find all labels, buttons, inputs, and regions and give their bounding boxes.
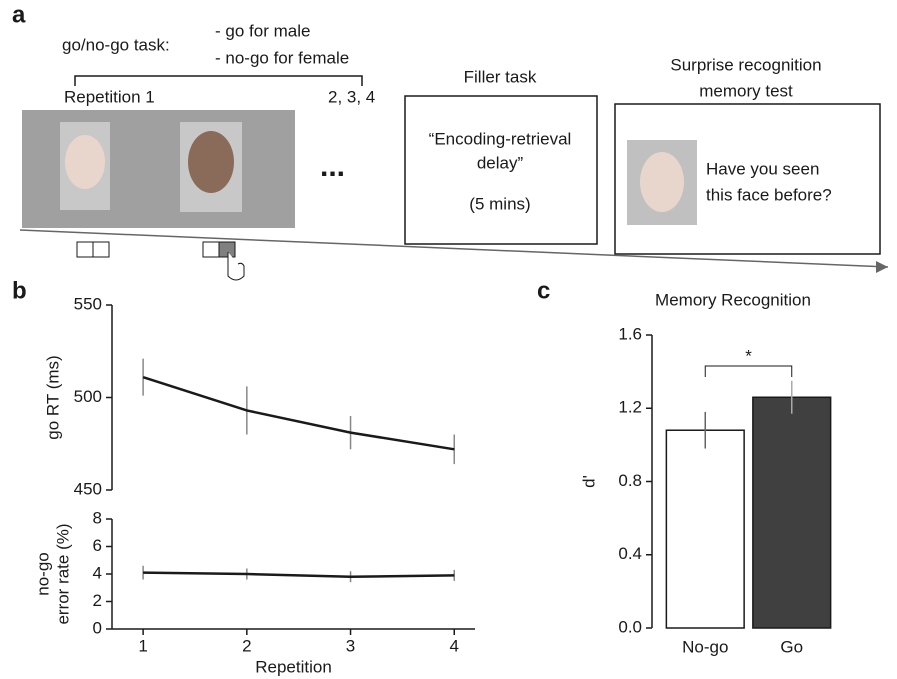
hand-icon bbox=[228, 252, 244, 280]
test-question: Have you seen bbox=[706, 159, 819, 178]
test-title: memory test bbox=[699, 81, 793, 100]
y-axis-label: error rate (%) bbox=[53, 523, 72, 624]
x-tick-label: No-go bbox=[682, 637, 728, 656]
ellipsis: ... bbox=[320, 150, 345, 183]
y-tick-label: 550 bbox=[74, 294, 102, 313]
repetition-label: Repetition 1 bbox=[64, 87, 155, 106]
y-tick-label: 2 bbox=[93, 591, 102, 610]
y-axis-label: d' bbox=[579, 475, 598, 488]
panel-label: c bbox=[537, 277, 550, 304]
bar bbox=[666, 430, 744, 628]
button bbox=[93, 242, 109, 257]
task-label: go/no-go task: bbox=[62, 35, 170, 54]
face bbox=[640, 152, 684, 212]
timeline-arrow bbox=[876, 261, 888, 273]
x-tick-label: 2 bbox=[242, 636, 251, 655]
button bbox=[219, 242, 235, 257]
task-rule: - go for male bbox=[215, 21, 310, 40]
y-tick-label: 6 bbox=[93, 536, 102, 555]
repetition-label: 2, 3, 4 bbox=[328, 87, 375, 106]
panel-label: a bbox=[12, 1, 26, 28]
panel-label: b bbox=[12, 277, 27, 304]
filler-title: Filler task bbox=[464, 67, 537, 86]
task-rule: - no-go for female bbox=[215, 48, 349, 67]
y-tick-label: 0 bbox=[93, 618, 102, 637]
y-axis-label: go RT (ms) bbox=[43, 355, 62, 439]
x-tick-label: 3 bbox=[346, 636, 355, 655]
y-tick-label: 0.8 bbox=[618, 471, 642, 490]
y-axis-label: no-go bbox=[33, 552, 52, 595]
page: a b c go/no-go task: - go for male - no-… bbox=[0, 0, 897, 679]
bar bbox=[753, 397, 831, 628]
y-tick-label: 0.0 bbox=[618, 617, 642, 636]
chart-title: Memory Recognition bbox=[655, 290, 811, 309]
button bbox=[203, 242, 219, 257]
y-tick-label: 500 bbox=[74, 387, 102, 406]
test-question: this face before? bbox=[706, 185, 832, 204]
x-tick-label: 4 bbox=[450, 636, 459, 655]
y-tick-label: 1.6 bbox=[618, 324, 642, 343]
test-title: Surprise recognition bbox=[670, 55, 821, 74]
y-tick-label: 450 bbox=[74, 479, 102, 498]
line bbox=[143, 573, 454, 577]
y-tick-label: 0.4 bbox=[618, 544, 642, 563]
significance-bracket bbox=[705, 366, 792, 377]
y-tick-label: 1.2 bbox=[618, 398, 642, 417]
figure: a b c go/no-go task: - go for male - no-… bbox=[0, 0, 897, 679]
y-tick-label: 4 bbox=[93, 563, 102, 582]
filler-text: delay” bbox=[477, 153, 524, 172]
x-tick-label: 1 bbox=[138, 636, 147, 655]
significance: * bbox=[745, 346, 752, 365]
y-tick-label: 8 bbox=[93, 508, 102, 527]
line bbox=[143, 377, 454, 449]
button bbox=[77, 242, 93, 257]
face bbox=[65, 135, 105, 189]
bracket bbox=[75, 76, 362, 86]
x-axis-label: Repetition bbox=[255, 657, 332, 676]
filler-duration: (5 mins) bbox=[469, 194, 530, 213]
face bbox=[188, 131, 234, 193]
x-tick-label: Go bbox=[780, 637, 803, 656]
filler-text: “Encoding-retrieval bbox=[429, 129, 572, 148]
